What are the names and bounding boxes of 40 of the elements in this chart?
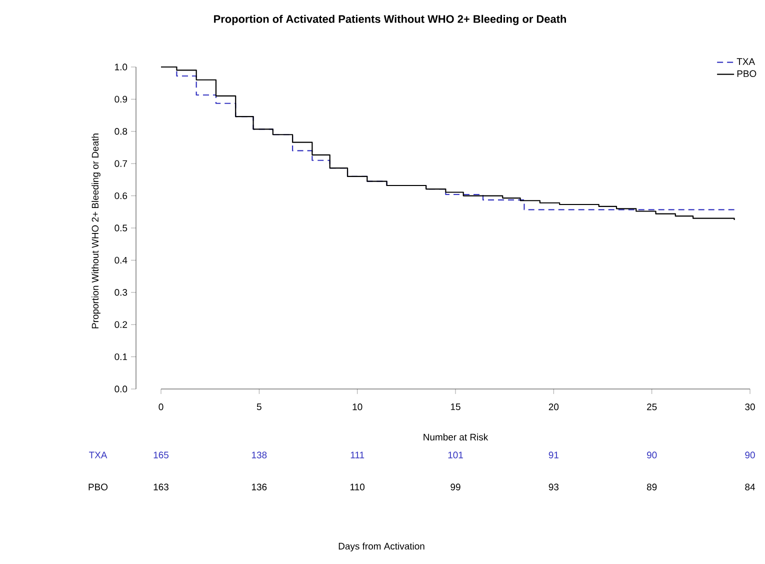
text: Days from Activation [338, 542, 424, 552]
y-tick-label: 0.0 [114, 386, 128, 392]
text: Number at Risk [424, 434, 488, 440]
legend-label: PBO [737, 70, 756, 77]
y-tick-label: 0.9 [114, 96, 128, 103]
y-tick-label: 0.4 [114, 256, 128, 264]
y-tick-label: 0.7 [114, 160, 128, 167]
legend-label: TXA [736, 58, 756, 65]
text: 84 [745, 484, 755, 490]
text: 93 [548, 484, 559, 490]
x-tick-label: 20 [548, 404, 559, 410]
y-tick-label: 0.2 [114, 321, 128, 328]
y-tick-label: 0.1 [114, 353, 128, 360]
text: 111 [350, 452, 364, 458]
y-tick-label: 0.6 [114, 192, 128, 200]
text: 99 [450, 484, 460, 490]
y-tick-label: 0.5 [114, 224, 128, 232]
text: 90 [647, 452, 657, 458]
text: PBO [88, 484, 108, 490]
y-tick-label: 0.3 [114, 289, 128, 296]
y-tick-label: 0.8 [114, 128, 128, 135]
x-tick-label: 15 [450, 404, 460, 410]
text: TXA [89, 452, 108, 458]
text: 165 [154, 452, 169, 458]
x-tick-label: 5 [256, 404, 262, 410]
x-tick-label: 30 [745, 404, 755, 410]
text: 91 [548, 452, 558, 458]
text: 110 [350, 484, 365, 490]
text: 136 [252, 484, 267, 490]
text: 138 [252, 452, 267, 458]
x-tick-label: 10 [352, 404, 362, 410]
text: 89 [646, 484, 657, 490]
y-axis-title: Proportion Without WHO 2+ Bleeding or Death [92, 134, 100, 328]
text: 101 [448, 452, 463, 458]
text: 90 [745, 452, 755, 458]
x-tick-label: 25 [647, 404, 657, 410]
y-tick-label: 1.0 [115, 64, 128, 70]
text: 163 [154, 484, 168, 490]
x-tick-label: 0 [158, 404, 164, 410]
chart-title: Proportion of Activated Patients Without WHO 2+ Bleeding or Death [214, 14, 566, 26]
